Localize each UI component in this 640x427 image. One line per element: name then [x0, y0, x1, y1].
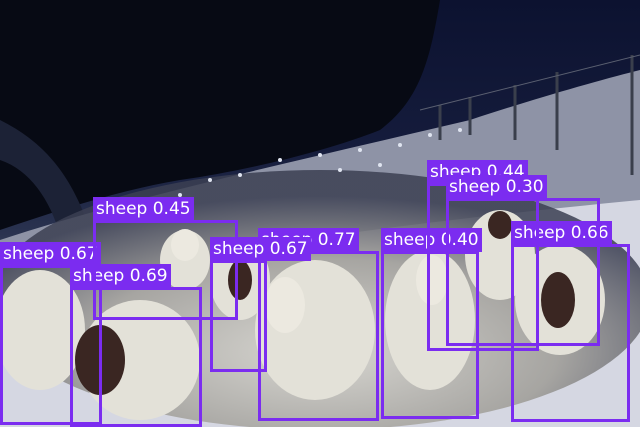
detection-box-sheep: sheep 0.67	[210, 237, 311, 372]
detection-label: sheep 0.67	[210, 237, 311, 261]
detection-label: sheep 0.40	[381, 228, 482, 252]
detection-box-sheep: sheep 0.67	[0, 242, 102, 425]
detection-box-sheep: sheep 0.69	[70, 264, 202, 427]
detection-box-sheep: sheep 0.77	[258, 228, 379, 421]
detection-box-sheep: sheep 0.30	[446, 175, 600, 346]
detection-label: sheep 0.45	[93, 197, 194, 221]
detection-box-sheep: sheep 0.40	[381, 228, 482, 419]
detection-label: sheep 0.69	[70, 264, 171, 288]
detection-label: sheep 0.30	[446, 175, 547, 199]
detection-label: sheep 0.67	[0, 242, 101, 266]
detection-box-sheep: sheep 0.45	[93, 197, 238, 320]
